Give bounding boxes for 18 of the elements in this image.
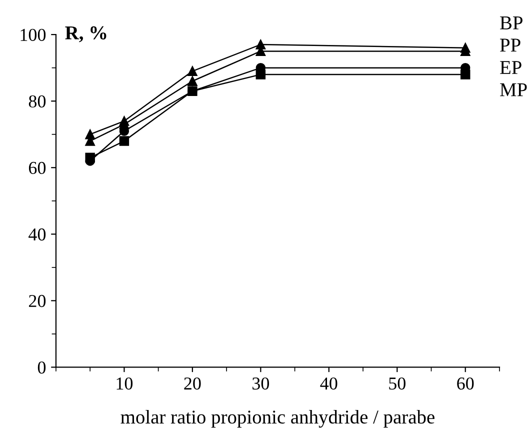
x-tick-label: 40 [320,377,338,390]
series-label: MP [500,83,527,96]
series-label: EP [500,61,522,74]
x-tick-label: 10 [116,377,133,390]
y-tick-label: 80 [28,95,46,108]
x-tick-label: 50 [389,377,406,390]
y-tick-label: 60 [28,162,46,174]
y-axis-title: R, % [65,26,106,42]
series-label: PP [500,38,520,52]
x-tick-label: 20 [184,377,201,390]
y-tick-label: 40 [28,228,46,241]
y-tick-label: 0 [38,361,46,374]
x-tick-label: 60 [457,377,474,390]
y-tick-label: 100 [20,28,46,41]
y-tick-label: 20 [28,294,46,308]
x-tick-label: 30 [252,377,270,390]
x-axis-title: molar ratio propionic anhydride / parabe [120,410,434,428]
series-label: BP [500,16,522,30]
